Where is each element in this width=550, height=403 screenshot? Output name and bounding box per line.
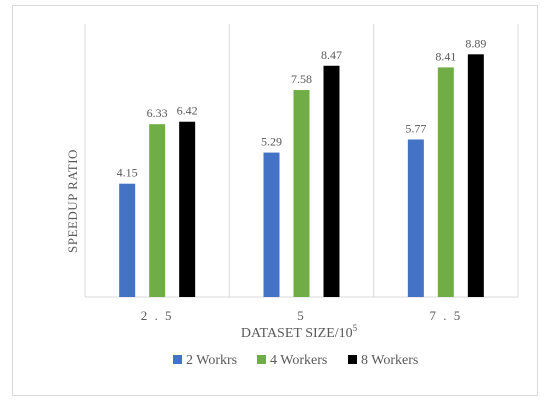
bars: [119, 54, 484, 297]
data-label: 5.29: [261, 135, 282, 149]
legend-swatch: [257, 355, 266, 364]
legend-label: 2 Workrs: [186, 353, 237, 368]
data-label: 7.58: [291, 72, 312, 86]
bar-4-workers-2.5: [149, 124, 166, 297]
x-tick-label: 2 . 5: [141, 308, 174, 323]
x-axis-label: DATASET SIZE/105: [241, 323, 358, 341]
bar-4-workers-7.5: [437, 67, 454, 297]
bar-2-workrs-7.5: [407, 139, 424, 297]
bar-8-workers-5: [323, 65, 340, 297]
bar-2-workrs-5: [263, 152, 280, 297]
bar-8-workers-7.5: [467, 54, 484, 297]
bar-2-workrs-2.5: [119, 183, 136, 297]
data-label: 5.77: [405, 121, 426, 135]
data-label: 4.15: [117, 166, 138, 180]
x-axis-label-exponent: 5: [353, 323, 358, 333]
legend-item: 2 Workrs: [173, 353, 237, 368]
x-tick-labels: 2 . 5 5 7 . 5: [141, 308, 462, 323]
bar-chart: SPEEDUP RATIO 4.15 6.33 6.42 5.29 7.58 8.47 5.…: [65, 24, 519, 368]
data-label: 8.41: [435, 49, 456, 63]
legend-swatch: [173, 355, 182, 364]
data-label: 6.42: [177, 104, 198, 118]
x-tick-label: 7 . 5: [429, 308, 462, 323]
legend-label: 8 Workers: [361, 353, 418, 368]
data-label: 8.89: [465, 36, 486, 50]
legend-label: 4 Workers: [270, 353, 327, 368]
legend-item: 4 Workers: [257, 353, 327, 368]
legend-swatch: [348, 355, 357, 364]
data-label: 6.33: [147, 106, 168, 120]
x-tick-label: 5: [297, 308, 306, 323]
legend: 2 Workrs 4 Workers 8 Workers: [173, 353, 418, 368]
data-label: 8.47: [321, 48, 342, 62]
bar-4-workers-5: [293, 90, 310, 297]
bar-8-workers-2.5: [179, 121, 196, 297]
chart-container: SPEEDUP RATIO 4.15 6.33 6.42 5.29 7.58 8.47 5.…: [12, 5, 538, 396]
y-axis-label: SPEEDUP RATIO: [65, 149, 80, 253]
data-labels: 4.15 6.33 6.42 5.29 7.58 8.47 5.77 8.41 8.89: [117, 36, 487, 179]
x-axis-label-text: DATASET SIZE/10: [241, 326, 353, 341]
legend-item: 8 Workers: [348, 353, 418, 368]
